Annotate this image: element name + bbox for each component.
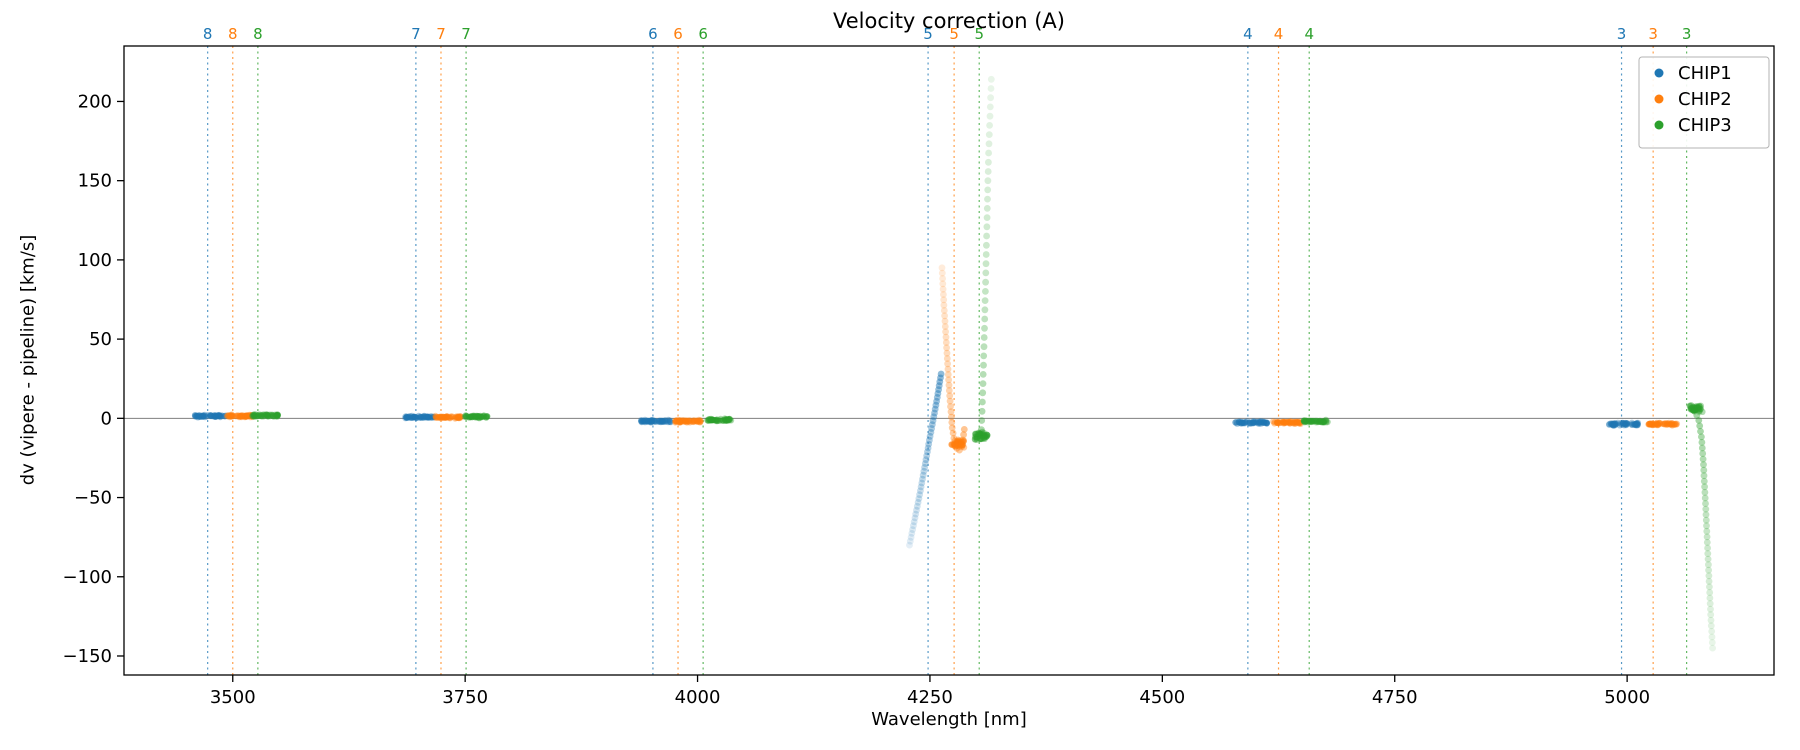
- legend-item-chip1: CHIP1: [1654, 63, 1732, 84]
- cluster-CHIP1-order-3: [1606, 419, 1642, 429]
- legend-marker: [1654, 68, 1664, 78]
- cluster-CHIP2-order-6: [672, 416, 704, 426]
- legend-marker: [1654, 94, 1664, 104]
- cluster-CHIP2-order-8: [224, 411, 256, 421]
- chart-title: Velocity correction (A): [832, 9, 1065, 33]
- order-label: 4: [1274, 25, 1284, 43]
- x-axis-label: Wavelength [nm]: [871, 709, 1027, 730]
- order-label: 8: [228, 25, 238, 43]
- streak-CHIP3-order-3: [1687, 402, 1716, 652]
- order-label: 7: [461, 25, 471, 43]
- cluster-CHIP3-order-4: [1300, 416, 1331, 426]
- axes: 3500 3750 4000 4250 4500 4750 5000 −150 −100 −50 0…: [63, 45, 1775, 708]
- y-tick-label: −100: [63, 567, 112, 588]
- cluster-CHIP3-order-7: [461, 412, 491, 422]
- order-label: 4: [1304, 25, 1314, 43]
- cluster-CHIP1-order-8: [191, 411, 230, 421]
- order-label: 6: [648, 25, 658, 43]
- y-tick-label: −150: [63, 646, 112, 667]
- order-label: 3: [1617, 25, 1627, 43]
- cluster-CHIP1-order-6: [638, 416, 674, 426]
- y-tick-label: 100: [78, 250, 112, 271]
- order-label: 6: [673, 25, 683, 43]
- x-tick-label: 3750: [442, 687, 488, 708]
- scatter-points: [191, 75, 1716, 652]
- streak-CHIP1-order-5: [906, 370, 945, 549]
- order-label: 7: [436, 25, 446, 43]
- cluster-CHIP2-order-5: [948, 436, 968, 451]
- x-tick-label: 3500: [210, 687, 256, 708]
- streak-CHIP2-order-5: [938, 264, 968, 454]
- x-tick-label: 4000: [675, 687, 721, 708]
- order-label: 6: [698, 25, 708, 43]
- legend-item-chip3: CHIP3: [1654, 115, 1732, 136]
- x-tick-label: 4750: [1372, 687, 1418, 708]
- cluster-CHIP3-order-6: [704, 415, 735, 425]
- order-label: 4: [1243, 25, 1253, 43]
- legend-label: CHIP3: [1678, 115, 1732, 136]
- legend-box: [1638, 56, 1770, 149]
- y-tick-label: 150: [78, 171, 112, 192]
- streak-CHIP3-order-5: [977, 75, 995, 443]
- y-tick-label: 200: [78, 91, 112, 112]
- legend: CHIP1 CHIP2 CHIP3: [1638, 56, 1770, 149]
- x-tick-label: 4250: [907, 687, 953, 708]
- cluster-CHIP2-order-3: [1645, 419, 1681, 429]
- cluster-CHIP1-order-4: [1232, 418, 1271, 427]
- order-label: 3: [1682, 25, 1692, 43]
- legend-item-chip2: CHIP2: [1654, 89, 1732, 110]
- y-tick-label: 0: [101, 408, 112, 429]
- x-tick-label: 5000: [1604, 687, 1650, 708]
- cluster-CHIP3-order-3: [1686, 402, 1706, 415]
- order-label: 5: [923, 25, 933, 43]
- plot-border: [123, 45, 1775, 676]
- cluster-CHIP3-order-5: [971, 428, 991, 443]
- cluster-CHIP1-order-7: [402, 412, 438, 422]
- cluster-CHIP3-order-8: [249, 411, 281, 420]
- order-label: 7: [411, 25, 421, 43]
- legend-label: CHIP2: [1678, 89, 1732, 110]
- y-tick-label: 50: [89, 329, 112, 350]
- order-label: 8: [203, 25, 213, 43]
- x-tick-label: 4500: [1139, 687, 1185, 708]
- order-label: 8: [253, 25, 263, 43]
- legend-label: CHIP1: [1678, 63, 1732, 84]
- cluster-CHIP2-order-7: [432, 412, 465, 422]
- y-axis-label: dv (vipere - pipeline) [km/s]: [17, 234, 39, 486]
- cluster-CHIP2-order-4: [1270, 418, 1304, 427]
- order-label: 5: [949, 25, 959, 43]
- legend-marker: [1654, 120, 1664, 130]
- order-label: 5: [974, 25, 984, 43]
- y-tick-label: −50: [74, 488, 112, 509]
- order-label: 3: [1648, 25, 1658, 43]
- order-marker-lines: [207, 46, 1688, 675]
